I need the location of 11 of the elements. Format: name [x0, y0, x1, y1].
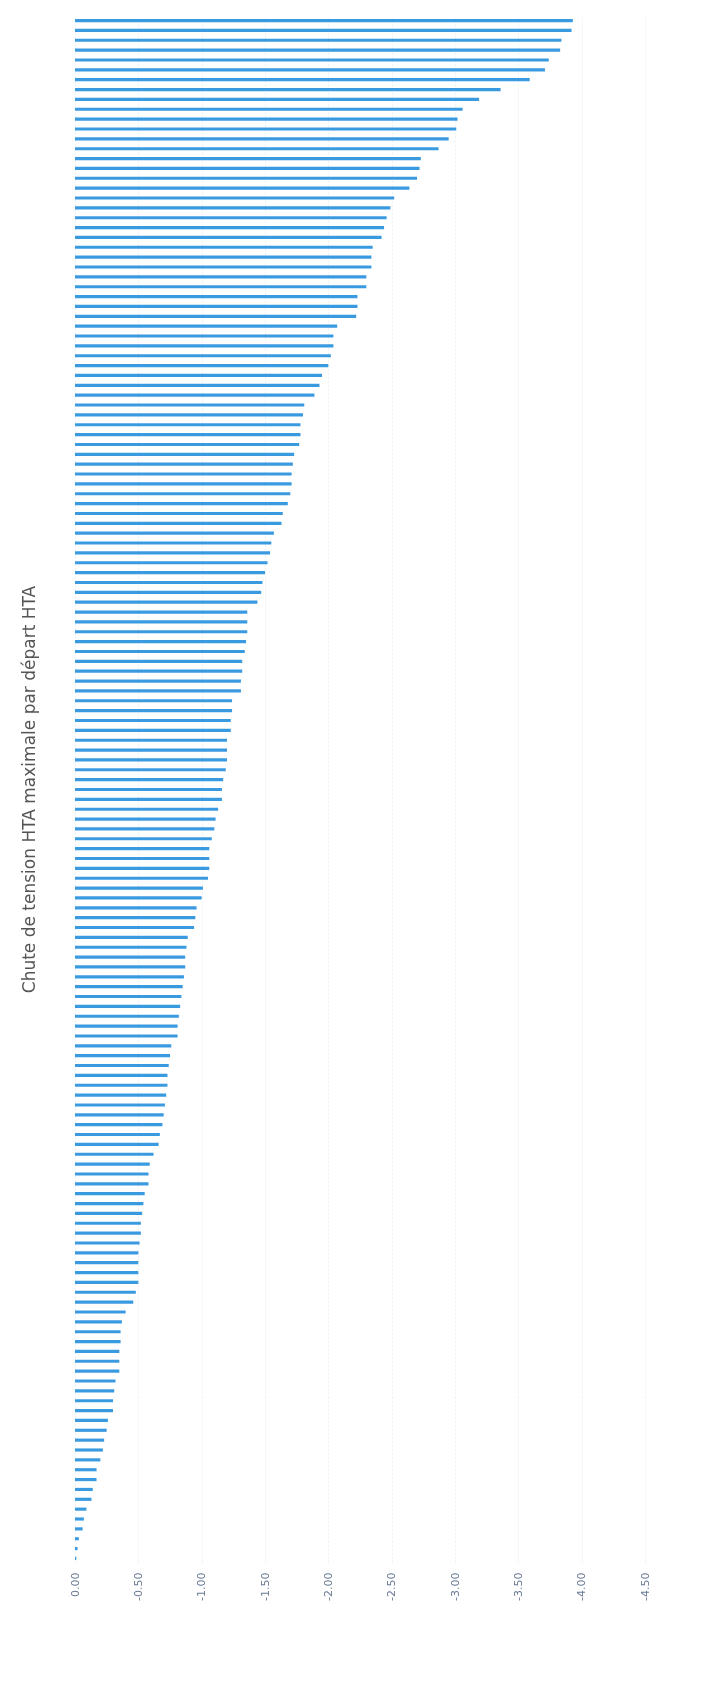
x-tick-label: 0.00 — [68, 1572, 82, 1597]
x-tick-label: -1.00 — [195, 1572, 209, 1601]
x-tick-label: -4.50 — [638, 1572, 652, 1601]
x-tick-label: -2.50 — [385, 1572, 399, 1601]
x-tick-label: -1.50 — [258, 1572, 272, 1601]
text: Chute de tension HTA maximale par départ HTA — [19, 585, 39, 994]
x-tick-label: -3.00 — [448, 1572, 462, 1601]
x-tick-label: -2.00 — [321, 1572, 335, 1601]
x-tick-label: -0.50 — [131, 1572, 145, 1601]
x-tick-label: -4.00 — [575, 1572, 589, 1601]
x-tick-label: -3.50 — [511, 1572, 525, 1601]
